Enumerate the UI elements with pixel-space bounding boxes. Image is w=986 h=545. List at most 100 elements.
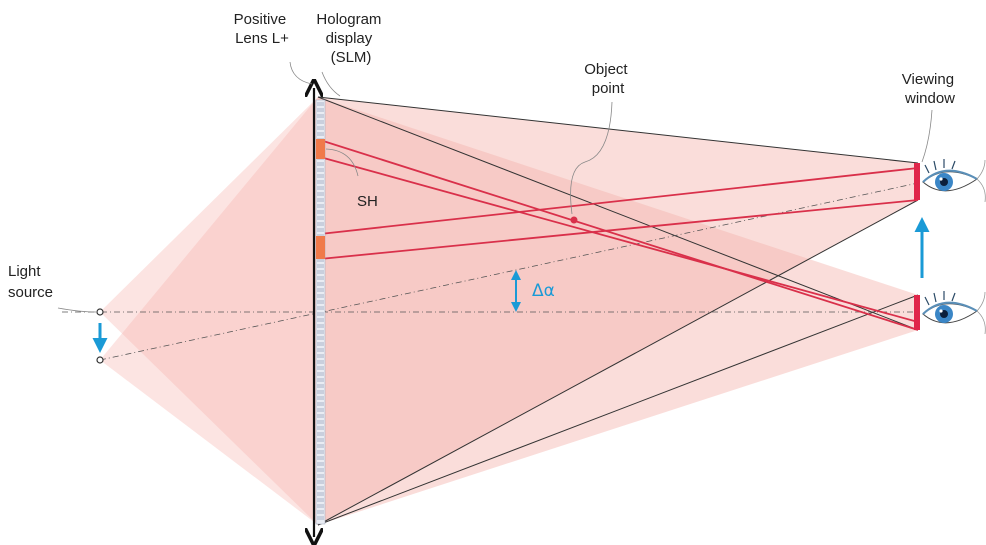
slm-pixel <box>317 516 324 520</box>
slm-pixel <box>317 132 324 136</box>
slm-pixel <box>317 354 324 358</box>
viewing-window-line-1: Viewing <box>902 71 954 88</box>
ray <box>319 139 919 331</box>
slm-pixel <box>317 336 324 340</box>
eye-icon <box>922 159 986 203</box>
slm-pixel <box>317 510 324 514</box>
slm-pixel <box>317 318 324 322</box>
slm-pixel <box>317 426 324 430</box>
light-source-2 <box>96 356 104 364</box>
light-sources <box>96 308 104 364</box>
slm-pixel <box>317 162 324 166</box>
slm-pixel <box>317 366 324 370</box>
cone-source-1 <box>100 97 318 525</box>
sub-hologram-upper <box>316 139 325 159</box>
light-source-1 <box>96 308 104 316</box>
slm-pixel <box>317 282 324 286</box>
positive-lens-line-1: Positive <box>234 11 287 28</box>
slm-pixel <box>317 108 324 112</box>
object-rays <box>319 139 919 331</box>
hologram-display-label: Hologram display (SLM) <box>316 11 385 66</box>
leader-sh <box>325 148 359 177</box>
slm-pixel <box>317 456 324 460</box>
slm-pixel <box>317 294 324 298</box>
viewing-window-line-2: window <box>904 90 955 107</box>
viewing-window-label: Viewing window <box>902 71 958 107</box>
slm-pixel <box>317 444 324 448</box>
viewing-beams <box>318 97 918 525</box>
outline-ray <box>317 199 919 526</box>
object-point-line-1: Object <box>584 61 628 78</box>
slm-pixel <box>317 120 324 124</box>
slm-pixel <box>317 414 324 418</box>
slm-pixel <box>317 498 324 502</box>
slm-pixel <box>317 264 324 268</box>
beam-to-window-top <box>318 97 918 525</box>
slm-pixel <box>317 372 324 376</box>
slm-pixel <box>317 486 324 490</box>
positive-lens-line-2: Lens L+ <box>235 30 289 47</box>
light-source-line-1: Light <box>8 263 41 280</box>
hologram-display-line-3: (SLM) <box>331 49 372 66</box>
viewing-window-bottom <box>914 295 920 330</box>
slm-pixel <box>317 198 324 202</box>
slm-pixel <box>317 462 324 466</box>
slm-pixel <box>317 180 324 184</box>
slm-pixel <box>317 210 324 214</box>
slm-pixel <box>317 342 324 346</box>
outline-rays <box>317 96 919 526</box>
slm-pixel <box>317 288 324 292</box>
object-point-dot <box>570 216 578 224</box>
slm-strip <box>315 99 326 525</box>
slm-pixel <box>317 126 324 130</box>
slm-pixel <box>317 186 324 190</box>
outline-ray <box>317 294 919 526</box>
slm-pixel <box>317 408 324 412</box>
delta-alpha-label: Δα <box>532 281 555 301</box>
slm-pixel <box>317 300 324 304</box>
slm-pixel <box>317 324 324 328</box>
eye-icon <box>922 291 986 335</box>
outline-ray <box>317 96 919 164</box>
ray <box>319 167 919 235</box>
illumination-cones <box>100 97 318 525</box>
slm-pixel <box>317 306 324 310</box>
slm-pixel <box>317 174 324 178</box>
slm-pixel <box>317 504 324 508</box>
hologram-display-line-2: display <box>326 30 373 47</box>
slm-pixel <box>317 330 324 334</box>
slm-pixel <box>317 204 324 208</box>
leader-lines <box>57 61 933 313</box>
leader-viewing-window <box>921 109 933 163</box>
light-source-label: Light source <box>8 263 53 301</box>
hologram-display-line-1: Hologram <box>316 11 381 28</box>
slm-pixel <box>317 450 324 454</box>
slm-pixel <box>317 312 324 316</box>
slm-pixel <box>317 378 324 382</box>
slm-pixel <box>317 492 324 496</box>
slm-pixel <box>317 276 324 280</box>
slm-pixel <box>317 114 324 118</box>
tilted-axis <box>99 182 919 361</box>
slm-pixel <box>317 480 324 484</box>
slm-pixel <box>317 468 324 472</box>
leader-light-source <box>57 307 97 313</box>
object-point-line-2: point <box>592 80 625 97</box>
slm-pixel <box>317 360 324 364</box>
positive-lens-label: Positive Lens L+ <box>234 11 291 47</box>
light-source-line-2: source <box>8 284 53 301</box>
slm-pixel <box>317 390 324 394</box>
slm-pixel <box>317 348 324 352</box>
leader-object-point <box>570 101 613 215</box>
ray <box>319 199 919 260</box>
leader-lens <box>289 61 313 85</box>
leader-slm <box>321 71 341 97</box>
cone-source-2 <box>100 97 318 525</box>
slm-pixel <box>317 216 324 220</box>
slm-pixel <box>317 438 324 442</box>
slm-pixel <box>317 402 324 406</box>
slm-pixel <box>317 270 324 274</box>
slm-pixel <box>317 384 324 388</box>
